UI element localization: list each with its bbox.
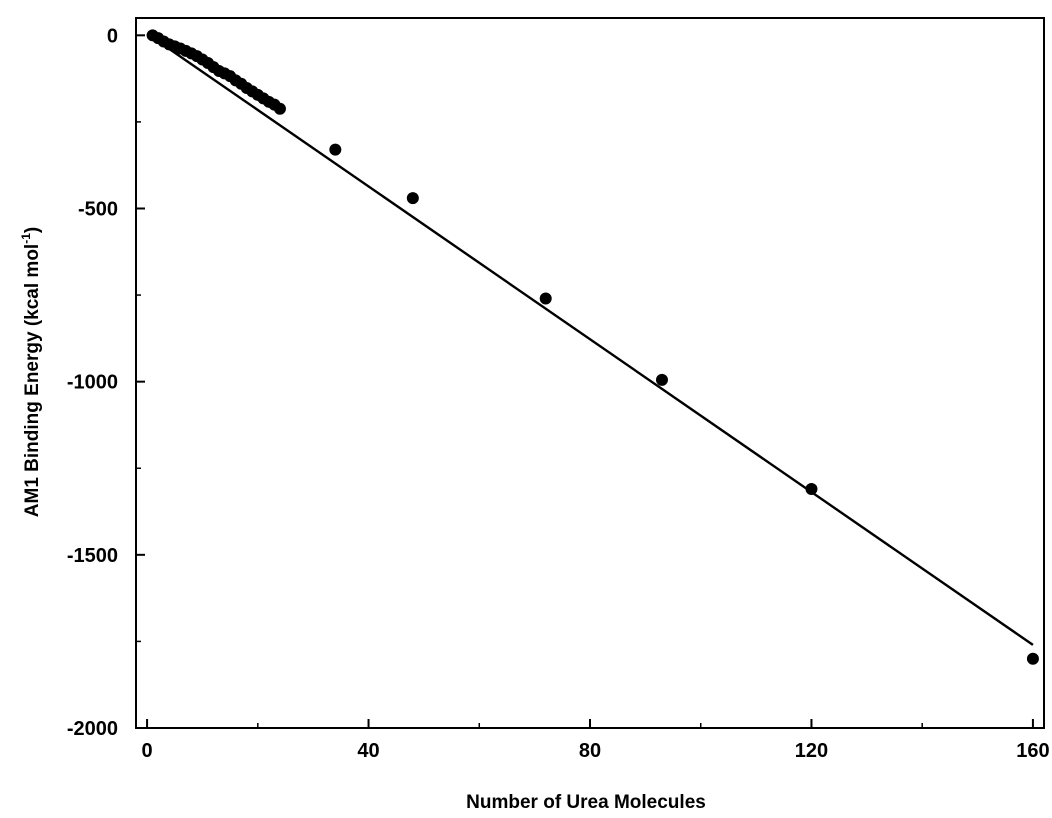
y-tick-label: 0 — [107, 25, 118, 47]
x-tick-label: 0 — [142, 740, 153, 762]
y-tick-label: -1500 — [67, 545, 118, 567]
x-tick-label: 160 — [1016, 740, 1049, 762]
fit-line — [146, 32, 1034, 646]
y-axis-title-superscript: -1 — [19, 233, 33, 244]
data-point — [655, 373, 668, 386]
x-tick-label: 40 — [357, 740, 379, 762]
y-tick-label: -1000 — [67, 372, 118, 394]
x-axis-title: Number of Urea Molecules — [466, 792, 706, 813]
data-point — [273, 102, 286, 115]
data-point — [539, 292, 552, 305]
data-point — [406, 192, 419, 205]
axis-ticks — [136, 34, 1034, 729]
data-point — [329, 143, 342, 156]
plot-frame — [135, 17, 1045, 729]
y-axis-title-main: AM1 Binding Energy (kcal mol — [22, 244, 43, 517]
axis-tick-labels: 0 40 80 120 160 0 -500 -1000 -1500 -2000 — [67, 25, 1050, 762]
data-points — [146, 29, 1039, 665]
data-point — [805, 483, 818, 496]
y-tick-label: -2000 — [67, 718, 118, 740]
y-axis-title-end: ) — [22, 227, 43, 233]
x-tick-label: 80 — [579, 740, 601, 762]
y-tick-label: -500 — [78, 198, 118, 220]
x-tick-label: 120 — [795, 740, 828, 762]
data-point — [1026, 652, 1039, 665]
y-axis-title: AM1 Binding Energy (kcal mol-1) — [19, 227, 43, 517]
